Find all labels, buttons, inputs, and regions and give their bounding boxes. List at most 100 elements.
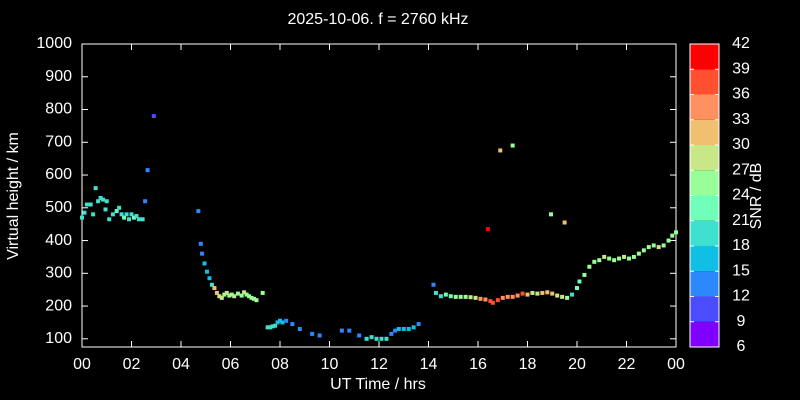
point	[545, 290, 550, 295]
point	[212, 286, 217, 291]
point	[592, 259, 597, 264]
point	[339, 328, 344, 333]
x-tick-label: 14	[420, 356, 438, 373]
colorbar-band	[690, 44, 719, 70]
point	[582, 272, 587, 277]
colorbar-band	[690, 271, 719, 297]
point	[127, 217, 132, 222]
point	[483, 297, 488, 302]
point	[540, 290, 545, 295]
point	[651, 243, 656, 248]
point	[252, 296, 257, 301]
x-tick-label: 00	[667, 356, 685, 373]
point	[473, 295, 478, 300]
colorbar-tick-label: 21	[732, 212, 750, 229]
point	[103, 207, 108, 212]
point	[140, 217, 145, 222]
point	[406, 326, 411, 331]
colorbar-tick-label: 42	[732, 35, 750, 52]
point	[244, 292, 249, 297]
colorbar-tick-label: 9	[737, 313, 746, 330]
y-axis-label: Virtual height / km	[5, 132, 22, 260]
y-tick-label: 300	[45, 265, 72, 282]
point	[636, 251, 641, 256]
point	[242, 290, 247, 295]
point	[80, 215, 84, 220]
point	[607, 256, 612, 261]
point	[670, 233, 675, 238]
point	[280, 320, 285, 325]
point	[107, 217, 112, 222]
point	[122, 215, 127, 220]
point	[443, 292, 448, 297]
point	[93, 186, 98, 191]
x-axis-label: UT Time / hrs	[330, 376, 426, 393]
point	[202, 261, 207, 266]
point	[110, 212, 115, 217]
colorbar-tick-label: 39	[732, 60, 750, 77]
point	[463, 294, 468, 299]
point	[222, 292, 227, 297]
colorbar-tick-label: 24	[732, 187, 750, 204]
point	[84, 202, 89, 207]
point	[631, 254, 636, 259]
point	[431, 282, 436, 287]
point	[570, 292, 575, 297]
x-tick-label: 22	[618, 356, 636, 373]
point	[200, 251, 205, 256]
colorbar-tick-label: 6	[737, 338, 746, 355]
point	[495, 298, 500, 303]
point	[438, 294, 443, 299]
point	[136, 217, 141, 222]
point	[129, 212, 134, 217]
point	[317, 333, 322, 338]
chart-title: 2025-10-06. f = 2760 kHz	[287, 11, 468, 28]
colorbar-band	[690, 195, 719, 221]
point	[134, 213, 139, 218]
point	[384, 336, 389, 341]
point	[488, 299, 493, 304]
point	[229, 292, 234, 297]
point	[91, 212, 96, 217]
x-tick-label: 08	[271, 356, 289, 373]
x-tick-label: 10	[321, 356, 339, 373]
point	[622, 254, 627, 259]
point	[119, 212, 124, 217]
point	[88, 202, 93, 207]
point	[478, 296, 483, 301]
y-tick-label: 400	[45, 232, 72, 249]
point	[219, 295, 224, 300]
x-tick-label: 20	[568, 356, 586, 373]
y-tick-label: 500	[45, 199, 72, 216]
point	[575, 286, 579, 291]
x-tick-label: 04	[172, 356, 190, 373]
x-tick-label: 18	[519, 356, 537, 373]
point	[396, 326, 401, 331]
x-tick-label: 16	[469, 356, 487, 373]
point	[357, 333, 362, 338]
point	[612, 258, 617, 263]
point	[490, 300, 495, 305]
point	[196, 209, 201, 214]
point	[268, 325, 273, 330]
point	[587, 264, 592, 269]
x-tick-label: 12	[370, 356, 388, 373]
point	[124, 212, 129, 217]
point	[549, 212, 554, 217]
point	[458, 294, 463, 299]
colorbar-tick-label: 27	[732, 161, 750, 178]
point	[505, 294, 510, 299]
y-tick-label: 900	[45, 68, 72, 85]
y-tick-label: 1000	[36, 35, 72, 52]
point	[209, 282, 214, 287]
point	[369, 335, 374, 340]
point	[104, 199, 109, 204]
point	[617, 256, 622, 261]
point	[217, 294, 222, 299]
colorbar-band	[690, 69, 719, 95]
point	[98, 195, 103, 200]
point	[401, 326, 406, 331]
point	[143, 199, 148, 204]
